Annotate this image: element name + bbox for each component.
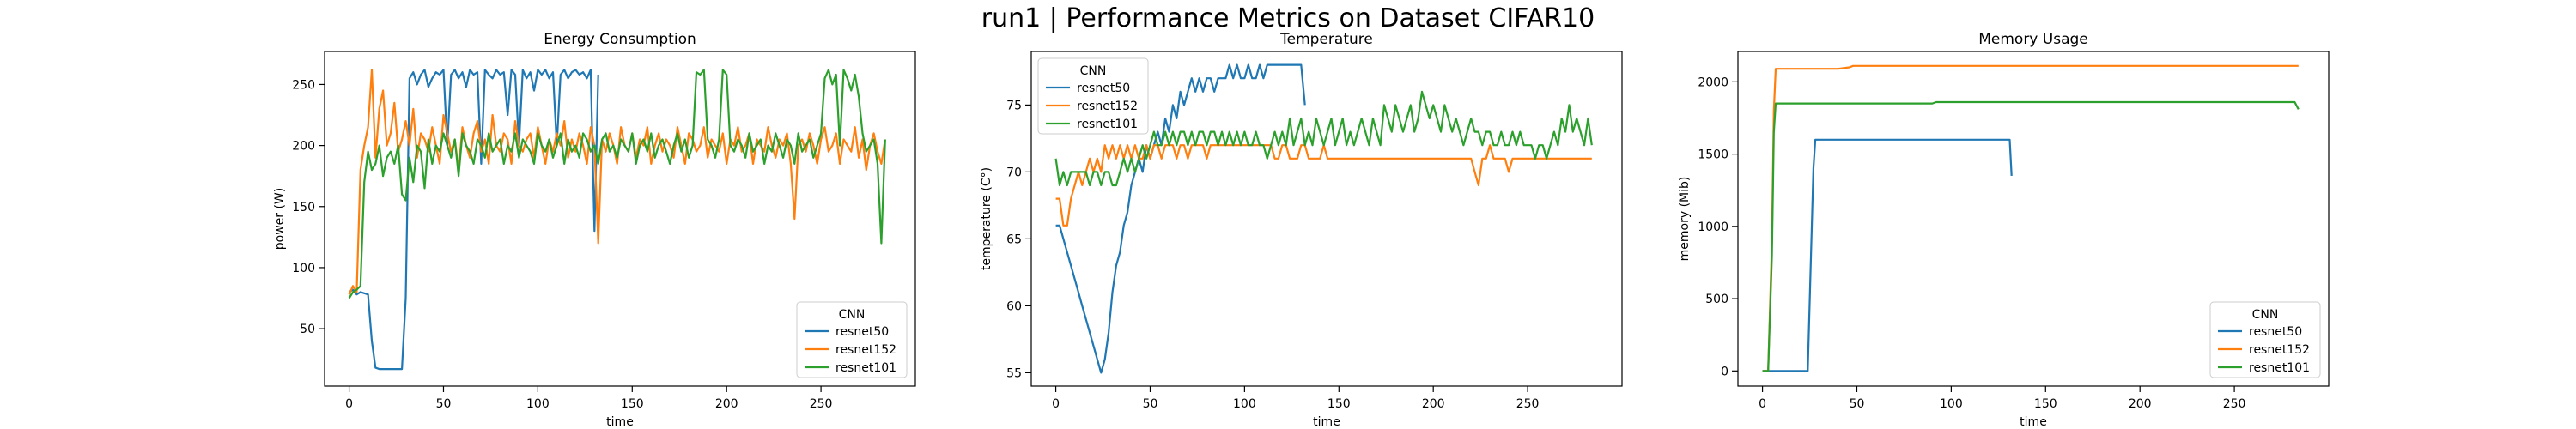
legend-label-resnet101: resnet101 (2249, 361, 2310, 375)
y-tick-label: 75 (1006, 99, 1022, 112)
series-line-resnet101 (348, 69, 886, 299)
chart-panel-1: 0 50 100 150 200 250 50 100 150 200 250 Energy Cons… (273, 31, 916, 429)
y-tick-label: 100 (292, 262, 315, 275)
figure-suptitle: run1 | Performance Metrics on Dataset CI… (981, 3, 1595, 33)
legend-label-resnet50: resnet50 (835, 325, 889, 339)
series-line-resnet50 (349, 69, 599, 371)
x-tick-label: 0 (345, 397, 353, 411)
x-tick-label: 200 (2129, 397, 2152, 411)
y-tick-label: 60 (1006, 299, 1022, 313)
series-line-resnet50 (1055, 63, 1306, 374)
legend-label-resnet50: resnet50 (1077, 82, 1130, 95)
x-tick-label: 100 (526, 397, 550, 411)
series-line-resnet152 (348, 69, 886, 295)
x-tick-label: 50 (436, 397, 452, 411)
legend: CNN resnet50 resnet152 resnet101 (796, 301, 908, 378)
legend-title: CNN (1080, 64, 1107, 78)
y-tick-label: 0 (1721, 365, 1728, 378)
chart-panel-2: 0 50 100 150 200 250 55 60 65 70 75 Temperature time… (980, 31, 1623, 429)
chart-panel-3: 0 50 100 150 200 250 0 500 1000 1500 2000 Memory Us… (1678, 31, 2330, 429)
x-tick-label: 150 (621, 397, 644, 411)
y-axis-label: temperature (C°) (980, 167, 993, 270)
x-tick-label: 0 (1052, 397, 1060, 411)
series-line-resnet152 (1055, 144, 1592, 227)
legend-title: CNN (2252, 308, 2279, 322)
legend-box (796, 301, 908, 378)
series-line-resnet101 (1762, 100, 2300, 372)
chart-title: Memory Usage (1978, 31, 2088, 48)
x-tick-label: 250 (810, 397, 833, 411)
y-tick-label: 50 (300, 323, 315, 336)
x-tick-label: 100 (1233, 397, 1256, 411)
legend-label-resnet101: resnet101 (1077, 118, 1138, 131)
y-tick-label: 200 (292, 140, 315, 154)
legend-box (2209, 301, 2321, 378)
y-tick-label: 1500 (1698, 148, 1728, 162)
x-axis-label: time (2020, 415, 2047, 429)
x-tick-label: 100 (1940, 397, 1963, 411)
legend-label-resnet101: resnet101 (835, 361, 896, 375)
axes-frame (1030, 51, 1623, 387)
y-axis-label: memory (Mib) (1678, 177, 1692, 262)
y-tick-label: 500 (1705, 293, 1728, 306)
legend-label-resnet50: resnet50 (2249, 325, 2302, 339)
chart-title: Energy Consumption (544, 31, 696, 48)
x-tick-label: 200 (715, 397, 738, 411)
y-tick-label: 70 (1006, 166, 1022, 179)
legend: CNN resnet50 resnet152 resnet101 (1037, 57, 1149, 135)
x-axis-label: time (606, 415, 634, 429)
legend-box (1037, 57, 1149, 135)
x-tick-label: 150 (2034, 397, 2057, 411)
y-tick-label: 55 (1006, 366, 1022, 380)
legend: CNN resnet50 resnet152 resnet101 (2209, 301, 2321, 378)
x-tick-label: 250 (1516, 397, 1540, 411)
x-tick-label: 200 (1422, 397, 1445, 411)
x-tick-label: 50 (1143, 397, 1158, 411)
y-tick-label: 1000 (1698, 221, 1728, 234)
legend-title: CNN (839, 308, 866, 322)
series-line-resnet50 (1762, 138, 2013, 372)
chart-title: Temperature (1279, 31, 1373, 48)
x-axis-label: time (1313, 415, 1340, 429)
y-tick-label: 65 (1006, 233, 1022, 246)
series-line-resnet101 (1054, 90, 1593, 187)
axes-frame (1737, 51, 2330, 387)
x-tick-label: 50 (1850, 397, 1865, 411)
x-tick-label: 0 (1759, 397, 1766, 411)
x-tick-label: 250 (2223, 397, 2246, 411)
y-tick-label: 2000 (1698, 76, 1728, 89)
axes-frame (324, 51, 916, 387)
y-tick-label: 250 (292, 78, 315, 92)
legend-label-resnet152: resnet152 (1077, 100, 1138, 113)
y-tick-label: 150 (292, 201, 315, 214)
y-axis-label: power (W) (273, 188, 287, 251)
legend-label-resnet152: resnet152 (835, 343, 896, 357)
x-tick-label: 150 (1327, 397, 1351, 411)
legend-label-resnet152: resnet152 (2249, 343, 2310, 357)
